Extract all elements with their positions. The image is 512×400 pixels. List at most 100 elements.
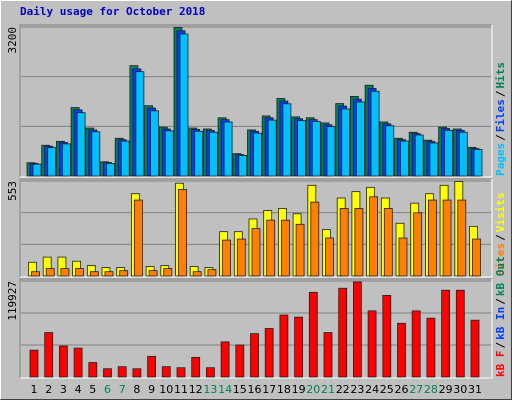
x-tick-label: 30 bbox=[453, 383, 467, 396]
bar bbox=[220, 341, 230, 378]
legend-entry: Pages bbox=[494, 143, 507, 176]
bar bbox=[413, 212, 423, 277]
x-tick-label: 22 bbox=[336, 383, 350, 396]
bar bbox=[282, 103, 292, 177]
x-tick-label: 2 bbox=[45, 383, 52, 396]
bar bbox=[326, 126, 336, 177]
bar bbox=[191, 356, 201, 378]
bar bbox=[62, 143, 71, 177]
x-tick-label: 18 bbox=[277, 383, 291, 396]
bar bbox=[59, 345, 68, 378]
x-tick-label: 10 bbox=[159, 383, 173, 396]
bar bbox=[472, 238, 481, 277]
bar bbox=[352, 281, 362, 378]
x-tick-label: 31 bbox=[468, 383, 482, 396]
bar bbox=[455, 289, 465, 378]
bar bbox=[354, 208, 364, 277]
bar bbox=[103, 368, 112, 378]
x-tick-label: 11 bbox=[174, 383, 188, 396]
bar bbox=[236, 238, 246, 277]
x-tick-label: 25 bbox=[380, 383, 394, 396]
bar bbox=[147, 355, 157, 378]
bar bbox=[280, 219, 290, 277]
bar bbox=[75, 268, 84, 277]
legend-entry: kB Out bbox=[494, 256, 507, 296]
panel-frame-dark bbox=[19, 24, 492, 177]
legend-separator: / bbox=[494, 298, 507, 305]
bar bbox=[339, 208, 349, 277]
bar bbox=[444, 129, 454, 177]
bar bbox=[207, 269, 217, 277]
bar bbox=[414, 134, 424, 177]
bar bbox=[266, 219, 276, 277]
bar bbox=[473, 149, 483, 177]
bar bbox=[47, 147, 57, 177]
bar bbox=[369, 196, 379, 277]
x-tick-label: 5 bbox=[89, 383, 96, 396]
bar bbox=[341, 108, 351, 177]
legend-separator: / bbox=[494, 234, 507, 241]
bar bbox=[295, 223, 305, 277]
x-tick-label: 26 bbox=[395, 383, 409, 396]
bar bbox=[238, 155, 248, 177]
bar bbox=[370, 90, 380, 177]
legend-entry: Sites bbox=[494, 243, 507, 276]
x-tick-label: 12 bbox=[189, 383, 203, 396]
bar bbox=[132, 368, 142, 378]
bar bbox=[119, 270, 129, 277]
bar bbox=[223, 121, 233, 177]
bar bbox=[279, 314, 289, 378]
bar bbox=[397, 322, 406, 378]
panel-frame-dark bbox=[19, 178, 492, 277]
bar bbox=[253, 132, 262, 177]
bar bbox=[164, 130, 174, 177]
bar bbox=[29, 349, 39, 378]
legend-separator: / bbox=[494, 134, 507, 141]
bar bbox=[310, 201, 320, 277]
x-tick-label: 19 bbox=[292, 383, 306, 396]
x-tick-label: 28 bbox=[424, 383, 438, 396]
bar bbox=[385, 125, 395, 177]
bar bbox=[222, 239, 232, 277]
panel-frame-light bbox=[20, 279, 493, 379]
legend-separator: / bbox=[494, 342, 507, 349]
bar bbox=[441, 289, 451, 378]
bar bbox=[297, 120, 307, 177]
legend: kB F / kB In / kB Out bbox=[494, 256, 507, 377]
bar bbox=[117, 366, 127, 378]
bar bbox=[192, 271, 202, 277]
bar bbox=[178, 189, 187, 277]
x-tick-label: 17 bbox=[262, 383, 276, 396]
legend-entry: Files bbox=[494, 99, 507, 132]
legend: Sites /Visits bbox=[494, 193, 507, 277]
bar bbox=[235, 344, 245, 378]
legend: Pages/Files/Hits bbox=[494, 62, 507, 176]
bar bbox=[133, 199, 143, 277]
bar bbox=[120, 140, 130, 177]
bar bbox=[194, 130, 204, 177]
bar bbox=[457, 199, 467, 277]
bar bbox=[442, 199, 452, 277]
x-tick-label: 23 bbox=[350, 383, 364, 396]
bar bbox=[161, 366, 171, 378]
bar bbox=[308, 291, 318, 378]
legend-entry: Hits bbox=[494, 62, 507, 89]
bar bbox=[426, 317, 436, 378]
x-tick-label: 7 bbox=[119, 383, 126, 396]
x-tick-label: 9 bbox=[148, 383, 155, 396]
y-tick-label: 553 bbox=[6, 181, 19, 201]
bar bbox=[176, 367, 186, 378]
bar bbox=[411, 310, 421, 378]
bar bbox=[382, 295, 392, 378]
bar bbox=[400, 140, 409, 177]
x-tick-label: 3 bbox=[60, 383, 67, 396]
bar bbox=[150, 110, 160, 177]
bar bbox=[311, 121, 321, 177]
bar bbox=[73, 347, 83, 378]
bar bbox=[163, 268, 173, 277]
bar bbox=[148, 270, 158, 277]
bar bbox=[250, 333, 259, 378]
y-tick-label: 119927 bbox=[6, 281, 19, 321]
bar bbox=[44, 332, 54, 378]
